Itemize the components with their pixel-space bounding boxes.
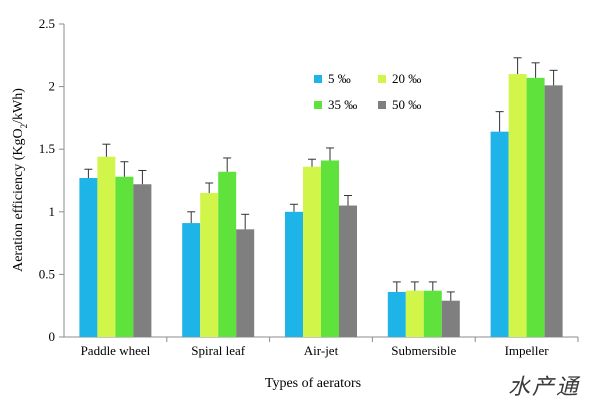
legend-swatch bbox=[378, 101, 386, 109]
x-tick-label: Air-jet bbox=[304, 343, 339, 358]
bar bbox=[321, 160, 339, 337]
bar bbox=[405, 290, 424, 337]
legend-swatch bbox=[314, 75, 322, 83]
bar bbox=[526, 77, 545, 337]
x-axis-title: Types of aerators bbox=[265, 376, 361, 391]
bar bbox=[97, 156, 116, 337]
legend: 5 ‰ 20 ‰ 35 ‰ 50 ‰ bbox=[314, 71, 421, 112]
y-tick-labels: 0 0.5 1 1.5 2 2.5 bbox=[39, 16, 55, 344]
bar bbox=[133, 184, 152, 337]
bar bbox=[115, 176, 134, 337]
error-bars-group bbox=[84, 57, 558, 301]
y-tick-label: 2 bbox=[49, 79, 56, 94]
y-tick-label: 0 bbox=[49, 329, 56, 344]
bar bbox=[218, 171, 237, 337]
y-tick-label: 1.5 bbox=[39, 141, 55, 156]
y-tick-label: 0.5 bbox=[39, 266, 55, 281]
bar bbox=[236, 229, 255, 337]
legend-swatch bbox=[378, 75, 386, 83]
y-tick-label: 1 bbox=[49, 204, 56, 219]
x-tick-labels: Paddle wheel Spiral leaf Air-jet Submersibl… bbox=[81, 343, 550, 358]
bar bbox=[508, 74, 527, 337]
y-tick-label: 2.5 bbox=[39, 16, 55, 31]
x-tick-label: Paddle wheel bbox=[81, 343, 151, 358]
bar bbox=[490, 131, 509, 337]
bar bbox=[79, 177, 98, 337]
x-tick-label: Submersible bbox=[391, 343, 456, 358]
bar bbox=[285, 211, 303, 337]
bar bbox=[544, 85, 563, 338]
bars-group bbox=[79, 74, 563, 338]
bar bbox=[182, 223, 201, 337]
bar bbox=[200, 193, 219, 337]
x-tick-label: Spiral leaf bbox=[191, 343, 245, 358]
legend-label: 35 ‰ bbox=[328, 97, 357, 112]
legend-label: 50 ‰ bbox=[392, 97, 421, 112]
y-axis-title: Aeration efficiency (KgO2/kWh) bbox=[11, 88, 29, 272]
bar bbox=[441, 300, 460, 337]
bar bbox=[387, 291, 406, 337]
legend-label: 20 ‰ bbox=[392, 71, 421, 86]
legend-swatch bbox=[314, 101, 322, 109]
bar bbox=[339, 205, 357, 337]
bar bbox=[303, 166, 321, 337]
watermark-logo: 水产通 bbox=[507, 375, 580, 400]
legend-label: 5 ‰ bbox=[328, 71, 351, 86]
bar bbox=[423, 290, 442, 337]
y-axis-title-text: Aeration efficiency (KgO2/kWh) bbox=[11, 88, 29, 272]
x-tick-label: Impeller bbox=[505, 343, 550, 358]
